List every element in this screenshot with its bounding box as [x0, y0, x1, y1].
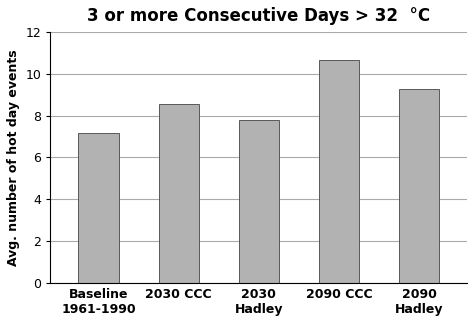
Bar [159, 104, 199, 283]
Bar [239, 120, 279, 283]
Bar [78, 133, 118, 283]
Bar [399, 89, 439, 283]
Bar [319, 60, 359, 283]
Y-axis label: Avg. number of hot day events: Avg. number of hot day events [7, 49, 20, 266]
Title: 3 or more Consecutive Days > 32  °C: 3 or more Consecutive Days > 32 °C [87, 7, 430, 25]
